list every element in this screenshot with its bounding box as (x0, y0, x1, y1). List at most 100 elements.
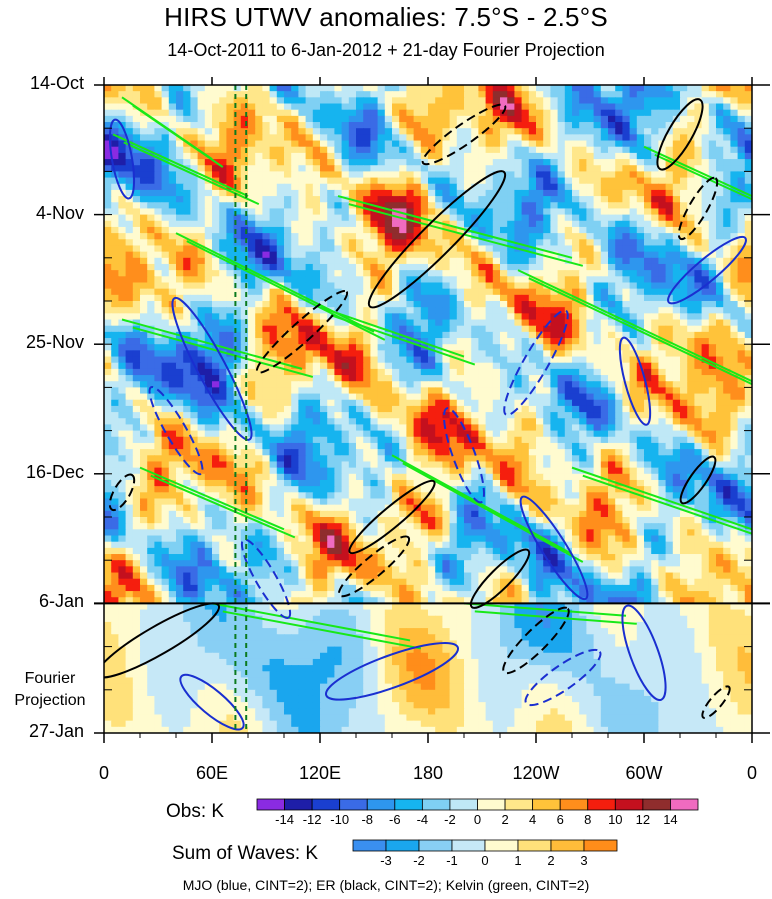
anomaly-cell (104, 140, 112, 148)
anomaly-cell (471, 214, 479, 222)
anomaly-cell (161, 263, 170, 271)
anomaly-cell (356, 282, 364, 290)
anomaly-cell (636, 270, 645, 277)
anomaly-cell (629, 85, 638, 92)
anomaly-cell (104, 362, 112, 370)
anomaly-cell (219, 91, 227, 98)
anomaly-cell (687, 270, 695, 277)
anomaly-cell (240, 177, 249, 185)
anomaly-cell (550, 152, 559, 160)
anomaly-cell (428, 214, 436, 222)
anomaly-cell (262, 233, 271, 240)
anomaly-cell (665, 325, 674, 333)
anomaly-cell (161, 152, 170, 160)
anomaly-cell (161, 146, 170, 154)
anomaly-cell (723, 109, 731, 117)
anomaly-cell (212, 233, 220, 240)
anomaly-cell (615, 128, 623, 135)
anomaly-cell (111, 319, 119, 327)
anomaly-cell (384, 381, 393, 388)
anomaly-cell (363, 356, 371, 364)
anomaly-cell (651, 368, 659, 376)
anomaly-cell (579, 344, 587, 351)
anomaly-cell (420, 399, 429, 407)
anomaly-cell (334, 189, 343, 197)
anomaly-cell (716, 307, 724, 314)
anomaly-cell (269, 288, 278, 296)
anomaly-cell (140, 418, 148, 426)
anomaly-cell (341, 208, 350, 216)
anomaly-cell (284, 313, 292, 321)
anomaly-cell (305, 202, 314, 210)
anomaly-cell (435, 233, 443, 240)
anomaly-cell (168, 294, 177, 302)
anomaly-cell (406, 97, 415, 105)
anomaly-cell (406, 325, 415, 333)
anomaly-cell (665, 85, 674, 92)
anomaly-cell (701, 128, 710, 135)
anomaly-cell (564, 103, 573, 111)
anomaly-cell (305, 103, 314, 111)
anomaly-cell (521, 220, 530, 228)
anomaly-cell (737, 122, 746, 129)
anomaly-cell (334, 134, 343, 142)
anomaly-cell (327, 183, 335, 191)
anomaly-cell (608, 282, 616, 290)
anomaly-cell (298, 257, 307, 265)
anomaly-cell (514, 301, 523, 308)
anomaly-cell (413, 399, 422, 407)
anomaly-cell (377, 257, 386, 265)
anomaly-cell (276, 313, 285, 321)
anomaly-cell (384, 270, 393, 277)
anomaly-cell (363, 122, 371, 129)
anomaly-cell (161, 381, 170, 388)
anomaly-cell (334, 282, 343, 290)
anomaly-cell (492, 91, 501, 98)
anomaly-cell (449, 307, 458, 314)
anomaly-cell (370, 171, 379, 179)
anomaly-cell (687, 189, 695, 197)
anomaly-cell (356, 239, 364, 247)
anomaly-cell (550, 146, 559, 154)
anomaly-cell (586, 375, 595, 382)
anomaly-cell (622, 325, 631, 333)
anomaly-cell (125, 165, 134, 172)
anomaly-cell (132, 368, 141, 376)
anomaly-cell (291, 91, 299, 98)
anomaly-cell (154, 183, 163, 191)
anomaly-cell (291, 165, 299, 172)
anomaly-cell (708, 183, 717, 191)
anomaly-cell (147, 362, 155, 370)
anomaly-cell (658, 196, 667, 203)
anomaly-cell (435, 307, 443, 314)
anomaly-cell (428, 189, 436, 197)
anomaly-cell (636, 134, 645, 142)
anomaly-cell (449, 418, 458, 426)
anomaly-cell (392, 288, 400, 296)
anomaly-cell (284, 189, 292, 197)
anomaly-cell (485, 399, 494, 407)
anomaly-cell (500, 350, 508, 358)
anomaly-cell (701, 189, 710, 197)
anomaly-cell (622, 159, 631, 166)
anomaly-cell (111, 381, 119, 388)
anomaly-cell (615, 387, 623, 395)
anomaly-cell (125, 313, 134, 321)
anomaly-cell (593, 399, 602, 407)
anomaly-cell (521, 301, 530, 308)
anomaly-cell (521, 152, 530, 160)
anomaly-cell (600, 115, 609, 123)
anomaly-cell (312, 202, 321, 210)
anomaly-cell (680, 331, 688, 339)
anomaly-cell (629, 103, 638, 111)
anomaly-cell (420, 405, 429, 413)
anomaly-cell (665, 128, 674, 135)
anomaly-cell (392, 368, 400, 376)
anomaly-cell (564, 159, 573, 166)
anomaly-cell (262, 152, 271, 160)
anomaly-cell (744, 140, 752, 148)
anomaly-cell (363, 338, 371, 345)
anomaly-cell (248, 257, 256, 265)
anomaly-cell (435, 350, 443, 358)
anomaly-cell (226, 424, 235, 432)
